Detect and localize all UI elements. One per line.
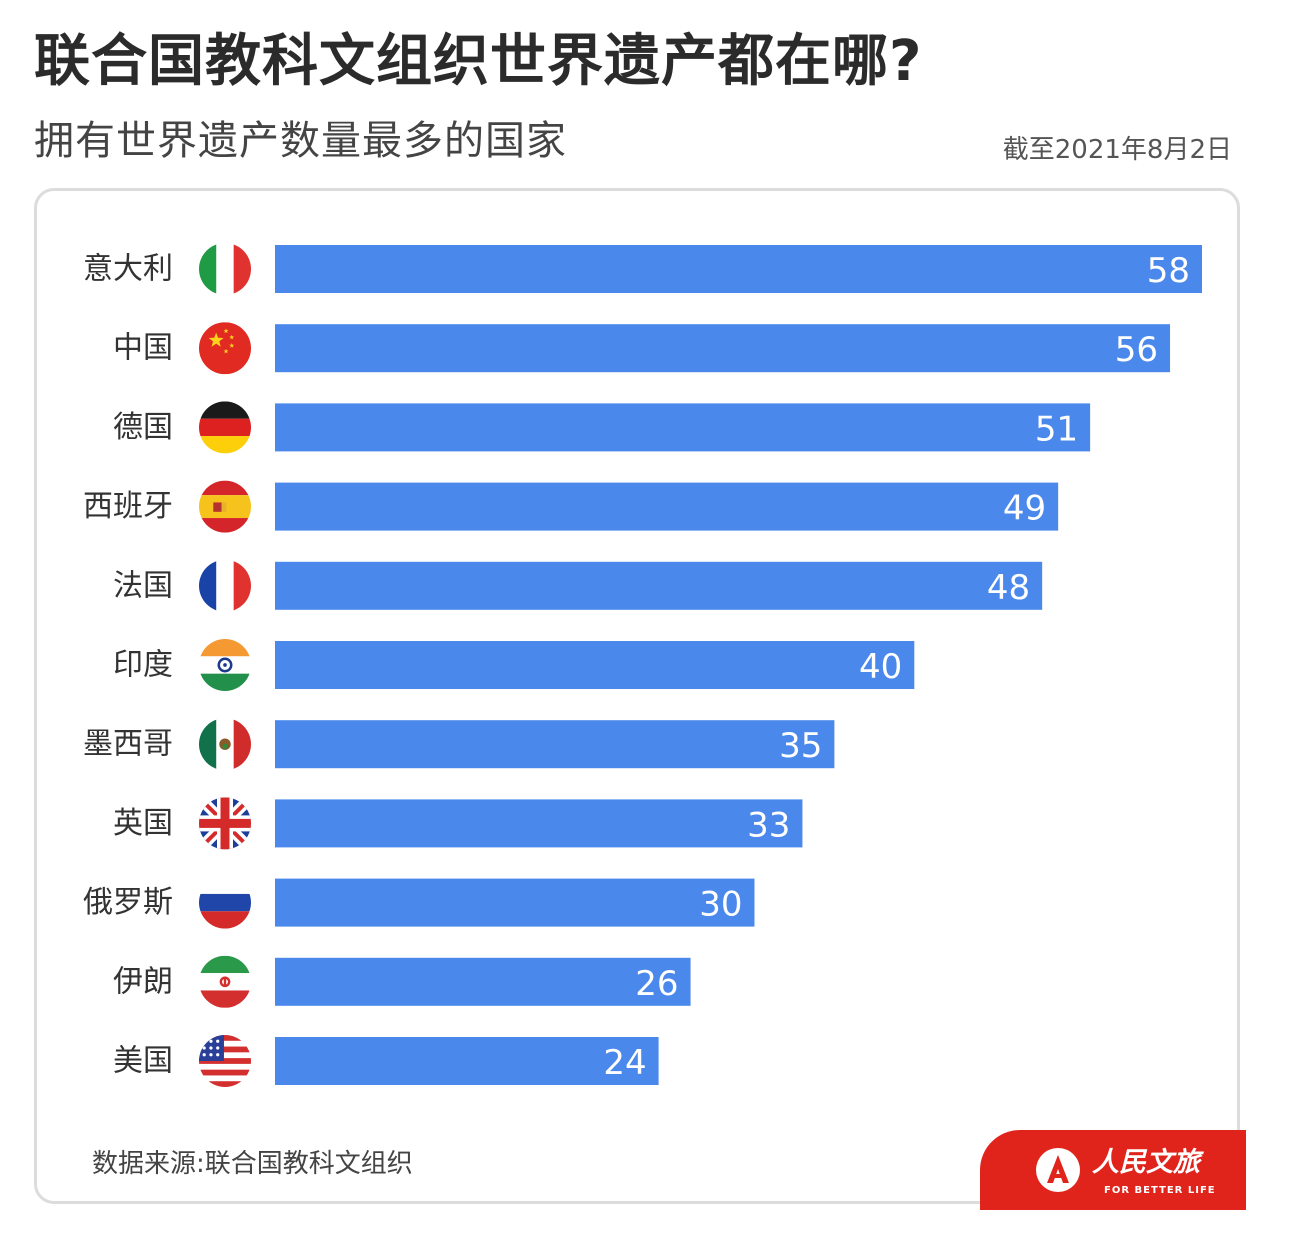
bar xyxy=(275,957,691,1006)
data-label: 56 xyxy=(1115,330,1158,370)
category-label: 印度 xyxy=(113,648,173,683)
category-label: 美国 xyxy=(113,1044,173,1079)
category-label: 德国 xyxy=(113,410,173,445)
bar xyxy=(275,878,755,927)
source-note: 数据来源:联合国教科文组织 xyxy=(92,1149,413,1179)
bar xyxy=(275,1037,659,1085)
data-label: 26 xyxy=(635,964,678,1004)
page-subtitle: 拥有世界遗产数量最多的国家 xyxy=(34,118,567,164)
bar xyxy=(275,482,1059,531)
chart-row: 西班牙 49 xyxy=(83,480,1059,533)
bar xyxy=(275,245,1202,293)
data-label: 24 xyxy=(603,1043,646,1083)
category-label: 西班牙 xyxy=(83,489,173,524)
data-label: 51 xyxy=(1035,409,1078,449)
category-label: 伊朗 xyxy=(113,964,173,999)
usa-flag-icon xyxy=(199,1035,251,1087)
russia-flag-icon xyxy=(199,876,251,929)
data-label: 35 xyxy=(779,726,822,766)
chart-row: 意大利 58 xyxy=(83,243,1202,295)
mexico-flag-icon xyxy=(199,718,251,771)
date-note: 截至2021年8月2日 xyxy=(1002,135,1232,165)
iran-flag-icon xyxy=(199,955,251,1008)
brand-tagline: FOR BETTER LIFE xyxy=(1104,1185,1216,1196)
category-label: 英国 xyxy=(113,806,173,841)
india-flag-icon xyxy=(199,639,251,691)
chart-row: 美国 24 xyxy=(113,1035,659,1087)
page-title: 联合国教科文组织世界遗产都在哪? xyxy=(34,29,923,94)
data-label: 48 xyxy=(987,568,1030,608)
france-flag-icon xyxy=(199,559,251,612)
data-label: 30 xyxy=(699,885,742,925)
spain-flag-icon xyxy=(199,480,251,533)
data-label: 33 xyxy=(747,805,790,845)
bar xyxy=(275,324,1171,373)
chart-row: 印度 40 xyxy=(113,639,915,691)
chart-row: 俄罗斯 30 xyxy=(83,876,755,929)
category-label: 俄罗斯 xyxy=(83,885,173,920)
chart-row: 伊朗 26 xyxy=(113,955,691,1008)
italy-flag-icon xyxy=(199,243,251,295)
chart-row: 英国 33 xyxy=(113,797,803,850)
chart-row: 中国 56 xyxy=(113,322,1171,375)
brand-name: 人民文旅 xyxy=(1092,1147,1200,1178)
data-label: 58 xyxy=(1147,251,1190,291)
bar-chart: 意大利 58 中国 56 德国 51 西班牙 49 法国 48 印度 40 墨西哥 35 英国 33 俄罗斯 30… xyxy=(83,243,1202,1087)
data-label: 40 xyxy=(859,647,902,687)
bar xyxy=(275,720,835,769)
germany-flag-icon xyxy=(199,401,251,454)
category-label: 墨西哥 xyxy=(83,727,173,762)
chart-row: 德国 51 xyxy=(113,401,1091,454)
bar xyxy=(275,799,803,848)
chart-card: 意大利 58 中国 56 德国 51 西班牙 49 法国 48 印度 40 墨西哥 35 英国 33 俄罗斯 30… xyxy=(34,188,1240,1204)
category-label: 法国 xyxy=(113,568,173,603)
data-label: 49 xyxy=(1003,489,1046,529)
bar xyxy=(275,641,915,689)
china-flag-icon xyxy=(199,322,251,375)
uk-flag-icon xyxy=(199,797,251,850)
category-label: 意大利 xyxy=(83,252,173,287)
category-label: 中国 xyxy=(113,331,173,366)
chart-row: 墨西哥 35 xyxy=(83,718,835,771)
bar xyxy=(275,561,1043,610)
brand-badge: 人民文旅 FOR BETTER LIFE xyxy=(980,1130,1246,1210)
bar xyxy=(275,403,1091,452)
chart-row: 法国 48 xyxy=(113,559,1043,612)
brand-logo-icon xyxy=(1036,1148,1080,1192)
